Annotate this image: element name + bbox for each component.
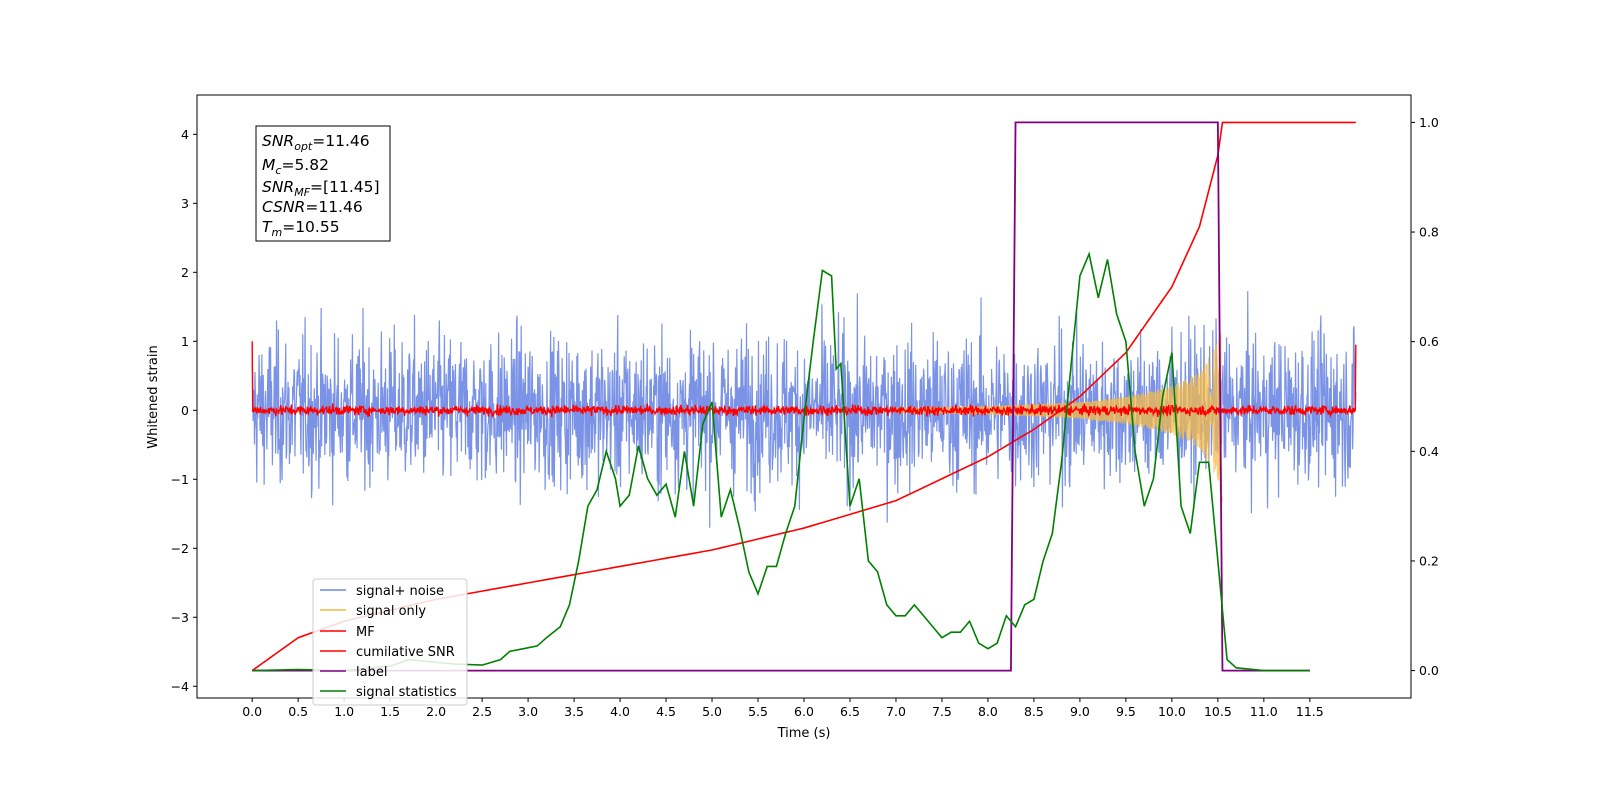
axes-ticks: 0.0 0.5 1.0 1.5 2.0 2.5 3.0 3.5 4.0 4.5 5.0 5.5 6.0 6… [171, 115, 1439, 719]
x-tick-label: 11.0 [1250, 704, 1278, 719]
y-left-tick-label: 1 [181, 334, 189, 349]
x-tick-label: 3.0 [518, 704, 538, 719]
y-right-tick-label: 0.8 [1419, 225, 1439, 240]
y-right-tick-label: 0.2 [1419, 553, 1439, 568]
x-tick-label: 2.0 [426, 704, 446, 719]
x-tick-label: 5.5 [748, 704, 768, 719]
x-tick-label: 8.5 [1024, 704, 1044, 719]
series-signal-noise [251, 291, 1357, 528]
x-tick-label: 6.0 [794, 704, 814, 719]
y-left-tick-label: 2 [181, 265, 189, 280]
annotation-mc: Mc=5.82 [262, 156, 329, 177]
legend-label-label: label [356, 665, 387, 680]
y-left-tick-label: −1 [171, 472, 189, 487]
series-signal-statistics [252, 251, 1310, 672]
annotation-frame [255, 125, 391, 242]
y-right-tick-label: 0.0 [1419, 663, 1439, 678]
x-tick-label: 3.5 [564, 704, 584, 719]
x-tick-label: 10.5 [1204, 704, 1232, 719]
x-tick-label: 6.5 [840, 704, 860, 719]
legend-label-signal-noise: signal+ noise [356, 584, 444, 599]
x-axis-label: Time (s) [777, 726, 831, 741]
x-tick-label: 2.5 [472, 704, 492, 719]
legend-label-cumulative-snr: cumilative SNR [356, 645, 455, 660]
x-tick-label: 0.0 [242, 704, 262, 719]
x-tick-label: 4.5 [656, 704, 676, 719]
x-tick-label: 9.5 [1116, 704, 1136, 719]
x-tick-label: 9.0 [1070, 704, 1090, 719]
x-tick-label: 11.5 [1296, 704, 1324, 719]
y-right-tick-label: 1.0 [1419, 115, 1439, 130]
y-left-tick-label: −2 [171, 541, 189, 556]
legend-label-signal-statistics: signal statistics [356, 685, 457, 700]
x-tick-label: 0.5 [288, 704, 308, 719]
x-tick-label: 7.5 [932, 704, 952, 719]
y-left-tick-label: −4 [171, 679, 189, 694]
x-tick-label: 4.0 [610, 704, 630, 719]
y-left-tick-label: 4 [181, 127, 189, 142]
annotation-snr-mf: SNRMF=[11.45] [262, 178, 380, 199]
annotation-tm: Tm=10.55 [262, 218, 340, 239]
y-right-tick-label: 0.4 [1419, 444, 1439, 459]
legend-label-signal-only: signal only [356, 604, 426, 619]
x-tick-label: 7.0 [886, 704, 906, 719]
x-tick-label: 10.0 [1158, 704, 1186, 719]
annotation-box: SNRopt=11.46 Mc=5.82 SNRMF=[11.45] CSNR=… [255, 125, 391, 242]
legend: signal+ noise signal only MF cumilative … [312, 578, 468, 706]
y-left-tick-label: 0 [181, 403, 189, 418]
x-tick-label: 1.0 [334, 704, 354, 719]
y-left-tick-label: 3 [181, 196, 189, 211]
series-label [252, 121, 1310, 672]
series-mf [251, 341, 1357, 418]
legend-frame [312, 578, 468, 706]
x-tick-label: 1.5 [380, 704, 400, 719]
annotation-csnr: CSNR=11.46 [262, 198, 363, 216]
y-right-tick-label: 0.6 [1419, 334, 1439, 349]
legend-label-mf: MF [356, 625, 375, 640]
annotation-snr-opt: SNRopt=11.46 [262, 132, 370, 153]
x-tick-label: 8.0 [978, 704, 998, 719]
y-axis-label-left: Whitened strain [146, 345, 161, 448]
y-left-tick-label: −3 [171, 610, 189, 625]
x-tick-label: 5.0 [702, 704, 722, 719]
